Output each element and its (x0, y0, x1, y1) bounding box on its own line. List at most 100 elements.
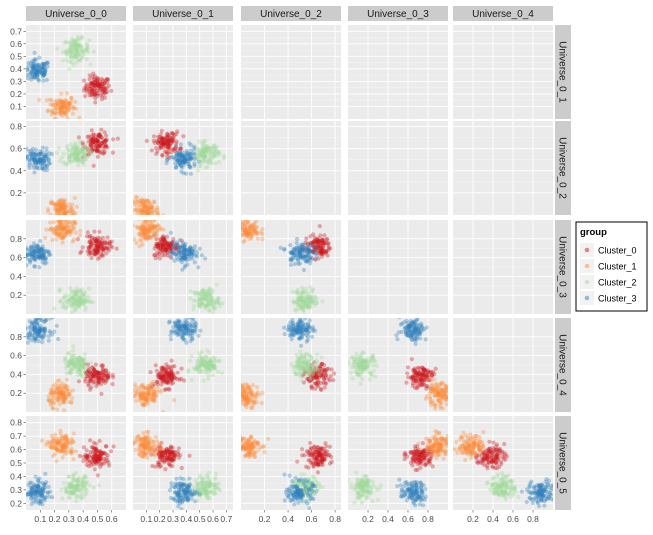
panel-universe-0-4-vs-universe-0-4 (453, 318, 553, 412)
point-cluster-3 (24, 263, 28, 267)
point-cluster-0 (105, 246, 109, 250)
point-cluster-2 (213, 306, 217, 310)
point-cluster-2 (216, 370, 220, 374)
point-cluster-1 (152, 216, 156, 220)
point-cluster-0 (92, 164, 96, 168)
point-cluster-1 (244, 405, 248, 409)
point-cluster-2 (203, 148, 207, 152)
point-cluster-1 (60, 232, 64, 236)
point-cluster-1 (58, 220, 62, 224)
point-cluster-3 (397, 315, 401, 319)
point-cluster-1 (68, 215, 72, 219)
point-cluster-2 (52, 306, 56, 310)
point-cluster-1 (139, 211, 143, 215)
point-cluster-1 (449, 395, 453, 399)
point-cluster-3 (310, 335, 314, 339)
point-cluster-3 (45, 146, 49, 150)
point-cluster-1 (137, 217, 141, 221)
point-cluster-1 (59, 215, 63, 219)
point-cluster-3 (174, 165, 178, 169)
point-cluster-3 (31, 75, 35, 79)
point-cluster-2 (76, 291, 80, 295)
point-cluster-3 (193, 244, 197, 248)
point-cluster-2 (353, 357, 357, 361)
point-cluster-1 (438, 404, 442, 408)
point-cluster-3 (40, 62, 44, 66)
point-cluster-2 (213, 151, 217, 155)
point-cluster-2 (368, 378, 372, 382)
point-cluster-3 (295, 237, 299, 241)
point-cluster-0 (97, 230, 101, 234)
point-cluster-1 (151, 225, 155, 229)
point-cluster-0 (102, 373, 106, 377)
point-cluster-0 (327, 241, 331, 245)
point-cluster-2 (315, 352, 319, 356)
point-cluster-2 (301, 290, 305, 294)
point-cluster-3 (181, 324, 185, 328)
point-cluster-2 (207, 150, 211, 154)
point-cluster-0 (159, 146, 163, 150)
point-cluster-2 (67, 351, 71, 355)
point-cluster-2 (202, 379, 206, 383)
y-tick-label: 0.4 (10, 271, 22, 281)
point-cluster-1 (235, 225, 239, 229)
point-cluster-1 (144, 400, 148, 404)
point-cluster-1 (443, 383, 447, 387)
point-cluster-0 (181, 134, 185, 138)
point-cluster-1 (234, 386, 238, 390)
point-cluster-0 (426, 368, 430, 372)
point-cluster-1 (63, 104, 67, 108)
point-cluster-2 (360, 377, 364, 381)
point-cluster-1 (139, 394, 143, 398)
point-cluster-2 (73, 55, 77, 59)
point-cluster-3 (34, 71, 38, 75)
panel-background (453, 25, 553, 119)
point-cluster-1 (156, 237, 160, 241)
point-cluster-0 (102, 461, 106, 465)
point-cluster-2 (308, 377, 312, 381)
point-cluster-2 (368, 359, 372, 363)
point-cluster-3 (33, 158, 37, 162)
point-cluster-1 (156, 210, 160, 214)
point-cluster-0 (98, 237, 102, 241)
point-cluster-1 (68, 389, 72, 393)
point-cluster-3 (190, 337, 194, 341)
point-cluster-2 (80, 51, 84, 55)
point-cluster-0 (324, 250, 328, 254)
point-cluster-1 (156, 228, 160, 232)
point-cluster-2 (65, 163, 69, 167)
point-cluster-2 (77, 359, 81, 363)
point-cluster-3 (303, 316, 307, 320)
point-cluster-1 (445, 387, 449, 391)
point-cluster-1 (141, 216, 145, 220)
point-cluster-0 (171, 381, 175, 385)
panel-background (453, 121, 553, 215)
point-cluster-2 (74, 48, 78, 52)
point-cluster-2 (69, 290, 73, 294)
point-cluster-1 (243, 234, 247, 238)
point-cluster-1 (236, 226, 240, 230)
point-cluster-0 (165, 132, 169, 136)
point-cluster-2 (220, 371, 224, 375)
point-cluster-3 (172, 243, 176, 247)
point-cluster-3 (55, 324, 59, 328)
point-cluster-1 (152, 216, 156, 220)
point-cluster-1 (64, 113, 68, 117)
point-cluster-1 (249, 388, 253, 392)
point-cluster-2 (197, 139, 201, 143)
point-cluster-0 (316, 380, 320, 384)
point-cluster-2 (308, 359, 312, 363)
point-cluster-1 (73, 100, 77, 104)
point-cluster-0 (160, 153, 164, 157)
point-cluster-0 (92, 88, 96, 92)
point-cluster-3 (180, 268, 184, 272)
point-cluster-0 (164, 248, 168, 252)
point-cluster-1 (243, 398, 247, 402)
point-cluster-3 (47, 158, 51, 162)
point-cluster-3 (28, 259, 32, 263)
point-cluster-1 (75, 205, 79, 209)
column-strip-label: Universe_0_3 (367, 9, 429, 20)
point-cluster-2 (208, 308, 212, 312)
point-cluster-3 (178, 162, 182, 166)
